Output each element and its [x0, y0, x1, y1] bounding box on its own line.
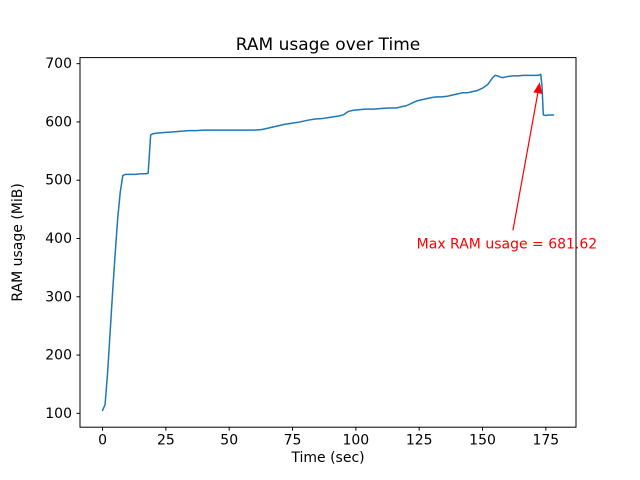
y-tick-label: 400 [45, 231, 72, 247]
annotation-arrow [512, 93, 539, 231]
y-tick-label: 500 [45, 173, 72, 189]
x-tick-label: 0 [98, 433, 107, 449]
chart-title: RAM usage over Time [236, 35, 420, 55]
x-tick-label: 50 [220, 433, 238, 449]
x-tick-label: 75 [284, 433, 302, 449]
y-tick-label: 300 [45, 289, 72, 305]
y-tick-label: 100 [45, 406, 72, 422]
ram-usage-line [101, 73, 555, 412]
y-tick-label: 600 [45, 114, 72, 130]
max-ram-annotation: Max RAM usage = 681.62 [417, 236, 598, 252]
x-tick-label: 150 [469, 433, 496, 449]
y-tick-label: 700 [45, 56, 72, 72]
plot-frame [79, 57, 577, 428]
x-tick-label: 125 [406, 433, 433, 449]
x-tick-label: 25 [157, 433, 175, 449]
y-tick-label: 200 [45, 348, 72, 364]
x-tick-label: 175 [532, 433, 559, 449]
annotation-arrowhead [533, 82, 543, 94]
x-axis-label: Time (sec) [290, 450, 364, 466]
x-tick-label: 100 [342, 433, 369, 449]
y-axis-label: RAM usage (MiB) [10, 183, 26, 301]
